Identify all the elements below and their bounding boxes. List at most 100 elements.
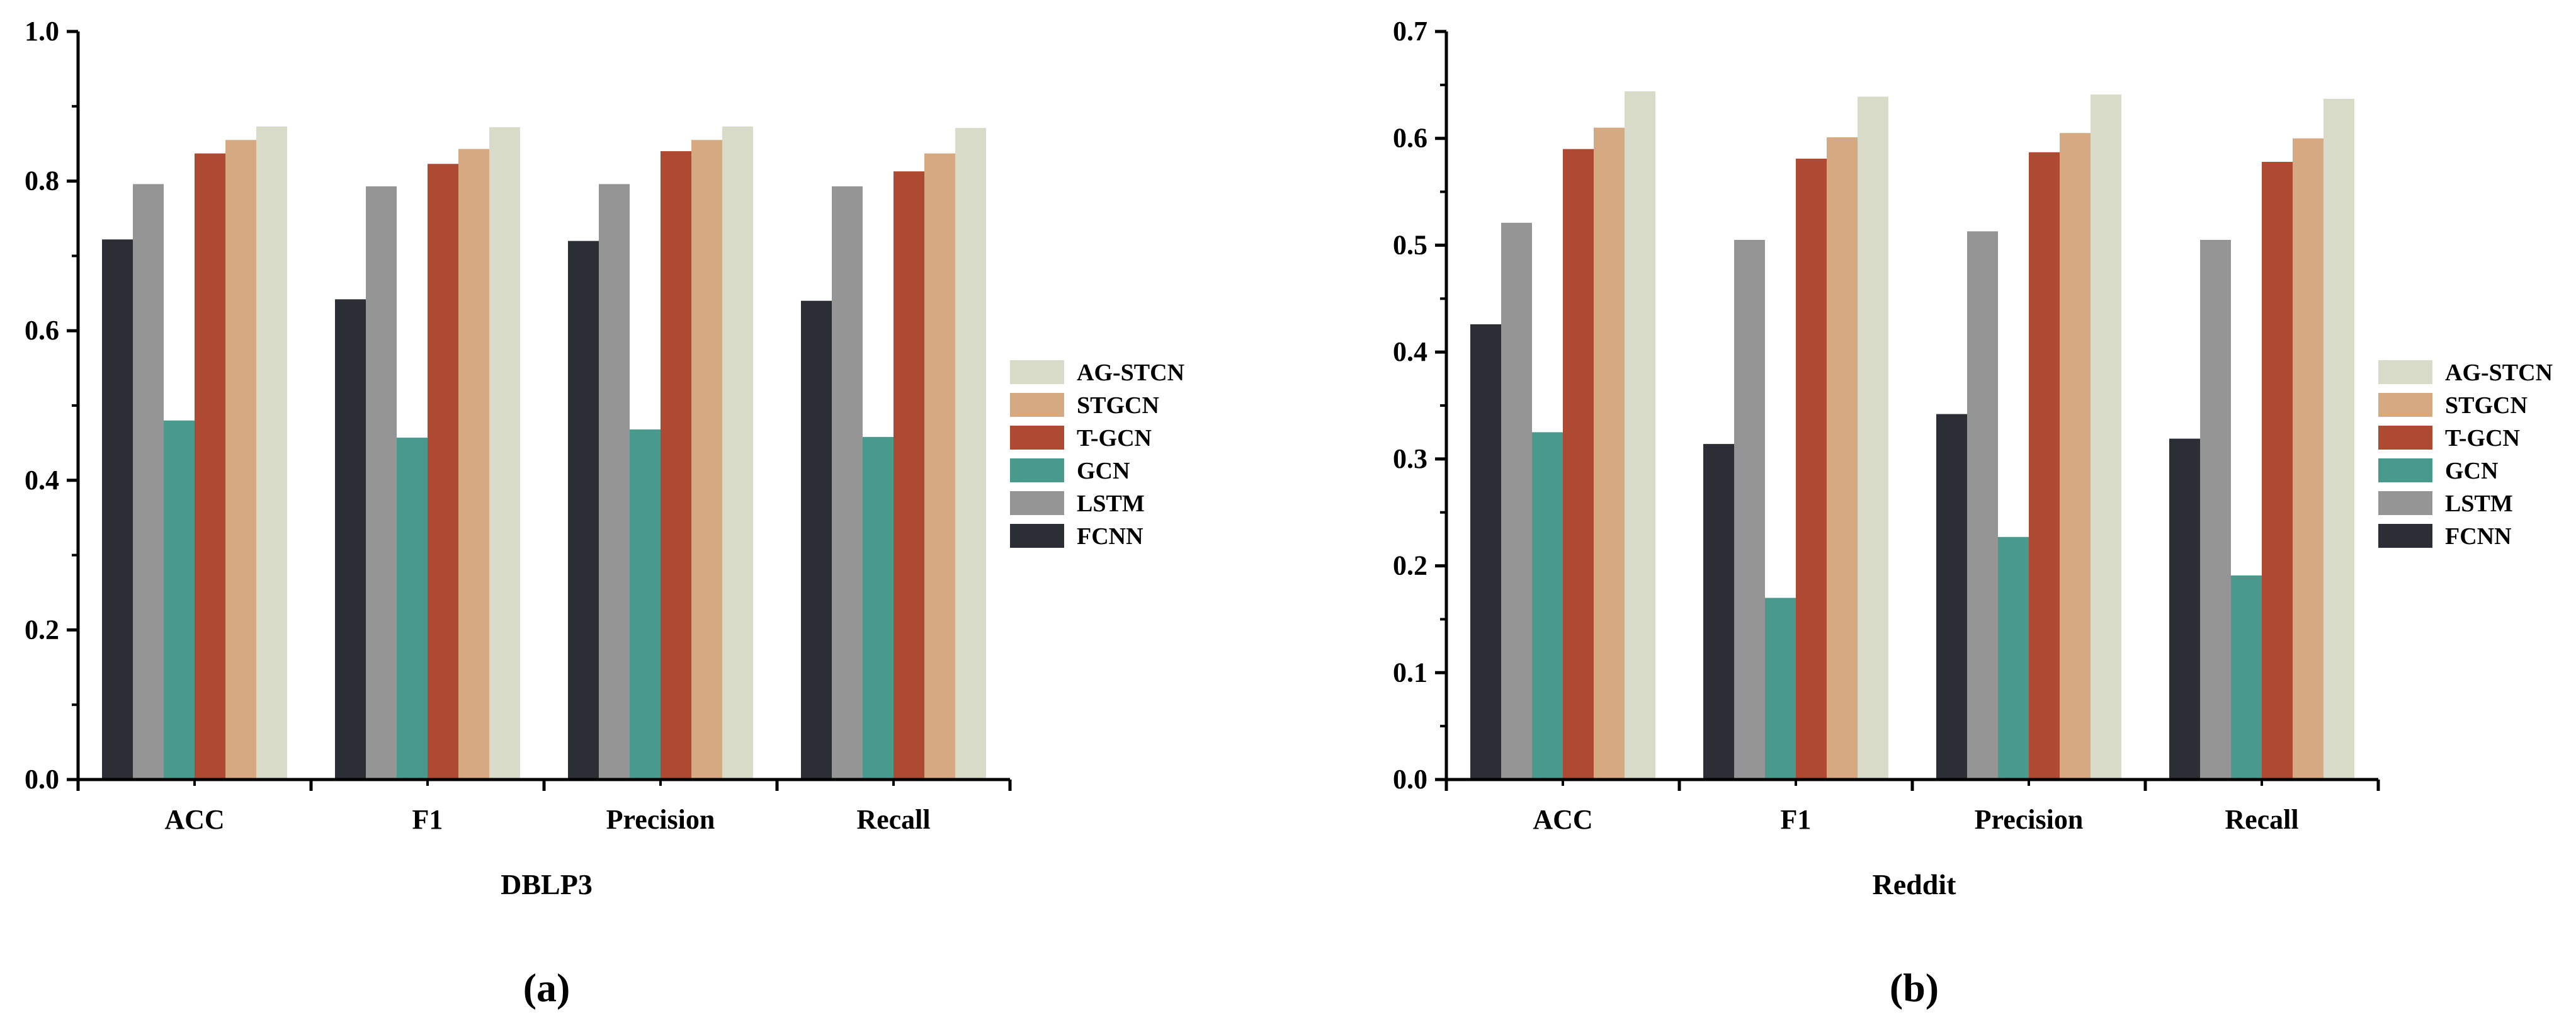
- legend-label-t-gcn: T-GCN: [2445, 425, 2520, 451]
- bar-stgcn-recall: [2293, 138, 2324, 780]
- legend-label-gcn: GCN: [2445, 458, 2498, 484]
- bar-gcn-recall: [2231, 575, 2262, 780]
- legend-label-fcnn: FCNN: [2445, 523, 2512, 550]
- x-category-label: ACC: [164, 804, 224, 835]
- x-category-label: Precision: [1975, 804, 2084, 835]
- x-category-label: F1: [412, 804, 443, 835]
- bar-lstm-acc: [1501, 222, 1532, 780]
- y-tick-label: 0.8: [25, 166, 59, 196]
- bar-lstm-recall: [2200, 239, 2231, 780]
- bar-fcnn-f1: [1703, 444, 1734, 780]
- bar-t-gcn-acc: [195, 153, 225, 780]
- bar-stgcn-f1: [458, 149, 489, 780]
- y-tick-label: 0.0: [25, 764, 59, 795]
- panel-label: (a): [523, 965, 570, 1010]
- legend: AG-STCN STGCN T-GCN GCN LSTM FCNN: [1010, 360, 1184, 550]
- bar-ag-stcn-recall: [2324, 98, 2354, 780]
- dataset-title: DBLP3: [501, 868, 593, 900]
- x-category-label: Precision: [606, 804, 715, 835]
- y-tick-label: 0.2: [1393, 550, 1427, 581]
- x-category-label: ACC: [1533, 804, 1592, 835]
- legend-label-fcnn: FCNN: [1077, 523, 1143, 550]
- legend-label-ag-stcn: AG-STCN: [2445, 360, 2553, 386]
- bar-lstm-f1: [1734, 239, 1765, 780]
- bar-gcn-acc: [1532, 432, 1563, 780]
- y-tick-label: 1.0: [25, 16, 59, 47]
- bar-fcnn-recall: [801, 300, 832, 780]
- legend-swatch-t-gcn: [1010, 426, 1064, 450]
- bar-fcnn-acc: [1470, 324, 1501, 780]
- legend-swatch-ag-stcn: [2378, 360, 2432, 384]
- bar-ag-stcn-recall: [955, 128, 986, 780]
- bar-stgcn-recall: [924, 153, 955, 780]
- bar-t-gcn-recall: [2262, 162, 2293, 780]
- bar-gcn-recall: [863, 436, 894, 780]
- bar-gcn-precision: [1998, 536, 2029, 780]
- legend-label-gcn: GCN: [1077, 458, 1130, 484]
- y-tick-label: 0.0: [1393, 764, 1427, 795]
- bar-t-gcn-precision: [661, 151, 691, 780]
- bar-lstm-f1: [366, 186, 397, 780]
- x-category-label: Recall: [856, 804, 930, 835]
- y-tick-label: 0.7: [1393, 16, 1427, 47]
- legend-swatch-ag-stcn: [1010, 360, 1064, 384]
- dataset-title: Reddit: [1873, 868, 1957, 900]
- bar-fcnn-precision: [1936, 414, 1967, 780]
- x-category-label: F1: [1781, 804, 1812, 835]
- bar-gcn-precision: [630, 429, 661, 780]
- bar-lstm-precision: [599, 184, 630, 780]
- bar-gcn-f1: [1765, 598, 1796, 780]
- bar-t-gcn-recall: [894, 171, 924, 780]
- bar-ag-stcn-acc: [1625, 91, 1655, 780]
- legend-swatch-gcn: [2378, 458, 2432, 482]
- y-tick-label: 0.2: [25, 614, 59, 645]
- bar-t-gcn-f1: [1796, 158, 1827, 780]
- bar-fcnn-f1: [335, 299, 366, 780]
- bar-ag-stcn-f1: [1858, 96, 1888, 780]
- legend-swatch-stgcn: [1010, 393, 1064, 417]
- bar-ag-stcn-f1: [489, 127, 520, 780]
- chart-reddit: 0.0 0.1 0.2 0.3 0.4 0.5 0.6 0.7 ACC F1 Precision Re…: [1393, 16, 2553, 1010]
- bar-stgcn-precision: [691, 140, 722, 780]
- legend-swatch-fcnn: [1010, 524, 1064, 548]
- legend-label-ag-stcn: AG-STCN: [1077, 360, 1184, 386]
- y-tick-label: 0.6: [1393, 123, 1427, 154]
- bar-lstm-recall: [832, 186, 863, 780]
- legend: AG-STCN STGCN T-GCN GCN LSTM FCNN: [2378, 360, 2553, 550]
- y-tick-label: 0.4: [25, 465, 59, 496]
- legend-swatch-t-gcn: [2378, 426, 2432, 450]
- bar-stgcn-acc: [225, 140, 256, 780]
- bar-fcnn-recall: [2169, 438, 2200, 780]
- bar-lstm-precision: [1967, 231, 1998, 780]
- bar-ag-stcn-precision: [722, 126, 753, 780]
- legend-label-stgcn: STGCN: [1077, 392, 1159, 419]
- bar-fcnn-acc: [102, 239, 133, 780]
- x-category-label: Recall: [2225, 804, 2298, 835]
- bar-t-gcn-precision: [2029, 152, 2060, 780]
- bar-lstm-acc: [133, 184, 164, 780]
- panel-label: (b): [1890, 965, 1939, 1010]
- bar-stgcn-acc: [1594, 127, 1625, 780]
- bar-t-gcn-acc: [1563, 149, 1594, 780]
- bar-t-gcn-f1: [428, 164, 458, 780]
- legend-label-lstm: LSTM: [1077, 491, 1145, 517]
- bar-fcnn-precision: [568, 241, 599, 780]
- legend-label-stgcn: STGCN: [2445, 392, 2528, 419]
- y-tick-label: 0.4: [1393, 336, 1427, 367]
- legend-swatch-fcnn: [2378, 524, 2432, 548]
- chart-dblp3: 0.0 0.2 0.4 0.6 0.8 1.0 ACC F1 Precision Recall AG…: [25, 16, 1184, 1010]
- legend-swatch-lstm: [2378, 491, 2432, 515]
- y-tick-label: 0.3: [1393, 443, 1427, 474]
- y-tick-label: 0.1: [1393, 657, 1427, 688]
- legend-swatch-gcn: [1010, 458, 1064, 482]
- bar-gcn-f1: [397, 438, 428, 780]
- legend-swatch-lstm: [1010, 491, 1064, 515]
- y-tick-label: 0.5: [1393, 229, 1427, 260]
- bar-ag-stcn-precision: [2091, 94, 2121, 780]
- legend-label-lstm: LSTM: [2445, 491, 2513, 517]
- bar-stgcn-precision: [2060, 133, 2091, 780]
- legend-swatch-stgcn: [2378, 393, 2432, 417]
- legend-label-t-gcn: T-GCN: [1077, 425, 1152, 451]
